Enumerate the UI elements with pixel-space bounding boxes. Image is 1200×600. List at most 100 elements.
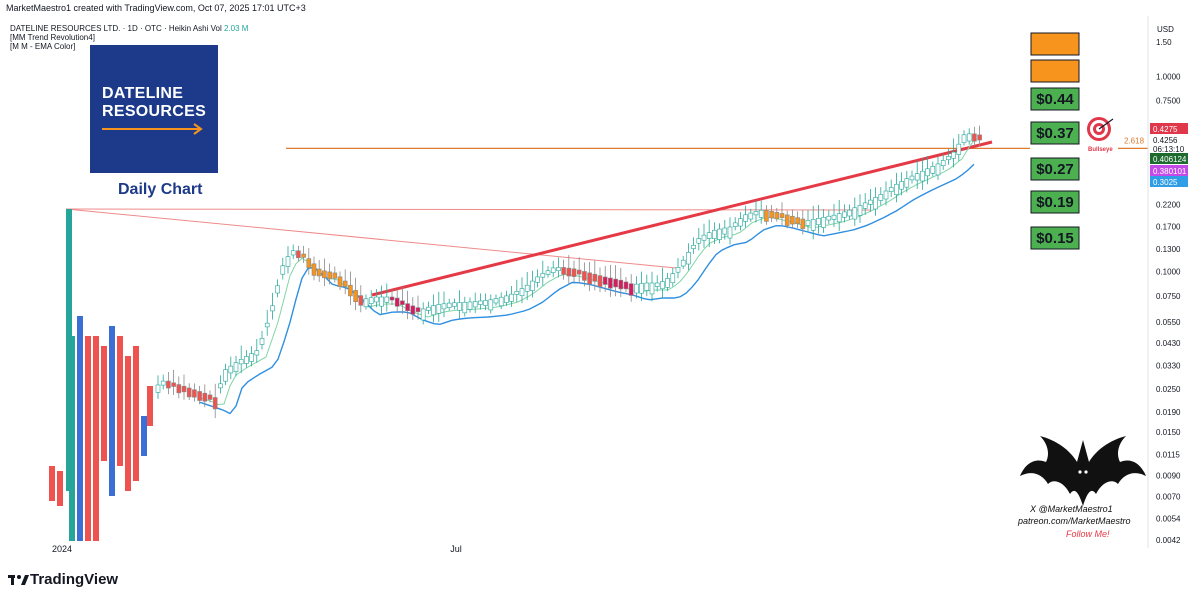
y-tick-label: 0.0070 [1156,493,1181,502]
candle [535,276,540,283]
symbol-text: DATELINE RESOURCES LTD. · 1D · OTC · Hei… [10,24,209,33]
candle [680,259,686,267]
y-tick-label: 0.7500 [1156,97,1181,106]
candle [639,283,644,294]
vol-value: 2.03 M [224,24,249,33]
tradingview-logo-icon [8,574,29,585]
candle [628,283,634,296]
candle [582,271,587,281]
candle [207,394,213,400]
candle [472,301,478,308]
candle [238,359,244,365]
candle [545,270,551,275]
chart-subtitle: Daily Chart [118,181,203,198]
target-price-label: $0.44 [1036,91,1074,108]
price-badge-text: 0.4256 [1153,136,1178,145]
candle [426,306,431,311]
candle [530,280,535,291]
candle [920,170,925,182]
candle [940,160,946,166]
candle [878,194,884,201]
target-box [1030,226,1080,250]
tradingview-footer[interactable]: TradingView [8,571,118,588]
candle [462,301,468,314]
y-tick-label: 0.0115 [1156,451,1180,460]
symbol-line[interactable]: DATELINE RESOURCES LTD. · 1D · OTC · Hei… [10,24,248,33]
candle [147,386,153,426]
candle [608,277,613,289]
candle [561,267,566,275]
candle [348,284,353,297]
y-tick-label: 1.0000 [1156,72,1181,81]
candle [363,298,369,308]
candle [358,295,364,306]
candle [597,275,603,287]
price-badge-text: 0.380101 [1153,167,1187,176]
candle [660,281,665,290]
target-box [1030,32,1080,56]
candle [337,276,343,287]
candle [748,212,754,220]
candle [727,226,733,239]
author-patreon: patreon.com/MarketMaestro [1018,516,1131,526]
target-price-label: $0.37 [1036,125,1074,142]
candle [389,296,395,301]
candle [810,219,816,231]
y-tick-label: 0.0430 [1156,339,1181,348]
candle [665,278,670,288]
candle [686,252,691,265]
candle [467,301,473,310]
candle [613,278,618,288]
y-tick-label: 0.1000 [1156,267,1181,276]
x-tick-label: Jul [450,544,462,554]
target-box [1030,157,1080,181]
target-box [1030,59,1080,83]
logo-line-2: RESOURCES [102,103,207,120]
price-badge [1150,134,1188,145]
bat-icon [1020,436,1146,506]
candle [436,304,442,314]
candle [821,216,826,228]
candle [259,338,265,345]
candle [758,209,764,218]
candle [166,380,171,389]
y-tick-label: 0.0550 [1156,318,1181,327]
price-chart-svg[interactable]: USD1.501.00000.75000.55000.22000.17000.1… [0,16,1200,566]
candle [623,281,629,290]
candle [270,305,275,312]
candle [228,365,234,374]
candle [264,322,270,328]
y-tick-label: 0.2200 [1156,201,1181,210]
candle [457,302,462,311]
candle [743,214,748,222]
candle [966,133,972,142]
candle [394,297,400,307]
candle [109,326,115,496]
indicator-2[interactable]: [M M - EMA Color] [10,42,76,51]
candle [176,384,182,394]
candle [524,284,530,292]
candle [587,272,592,285]
indicator-1[interactable]: [MM Trend Revolution4] [10,33,95,42]
price-badge-text: 0.406124 [1153,155,1187,164]
currency-label: USD [1157,25,1174,34]
price-badge-text: 0.4275 [1153,125,1178,134]
logo-line-1: DATELINE [102,85,184,102]
candle [691,245,696,249]
candle [847,209,852,217]
candle [784,214,790,226]
candle [732,222,738,227]
candle [701,234,707,241]
candle [836,213,842,223]
candle [446,302,452,308]
candle [873,197,878,210]
chart-area[interactable]: USD1.501.00000.75000.55000.22000.17000.1… [0,16,1200,566]
price-badge-text: 06:13:10 [1153,145,1185,154]
y-tick-label: 0.1300 [1156,245,1181,254]
candle [519,288,525,296]
candle [400,300,405,305]
candle [576,269,582,275]
candle [181,385,187,393]
price-badge-text: 0.3025 [1153,178,1178,187]
candle [904,178,910,188]
